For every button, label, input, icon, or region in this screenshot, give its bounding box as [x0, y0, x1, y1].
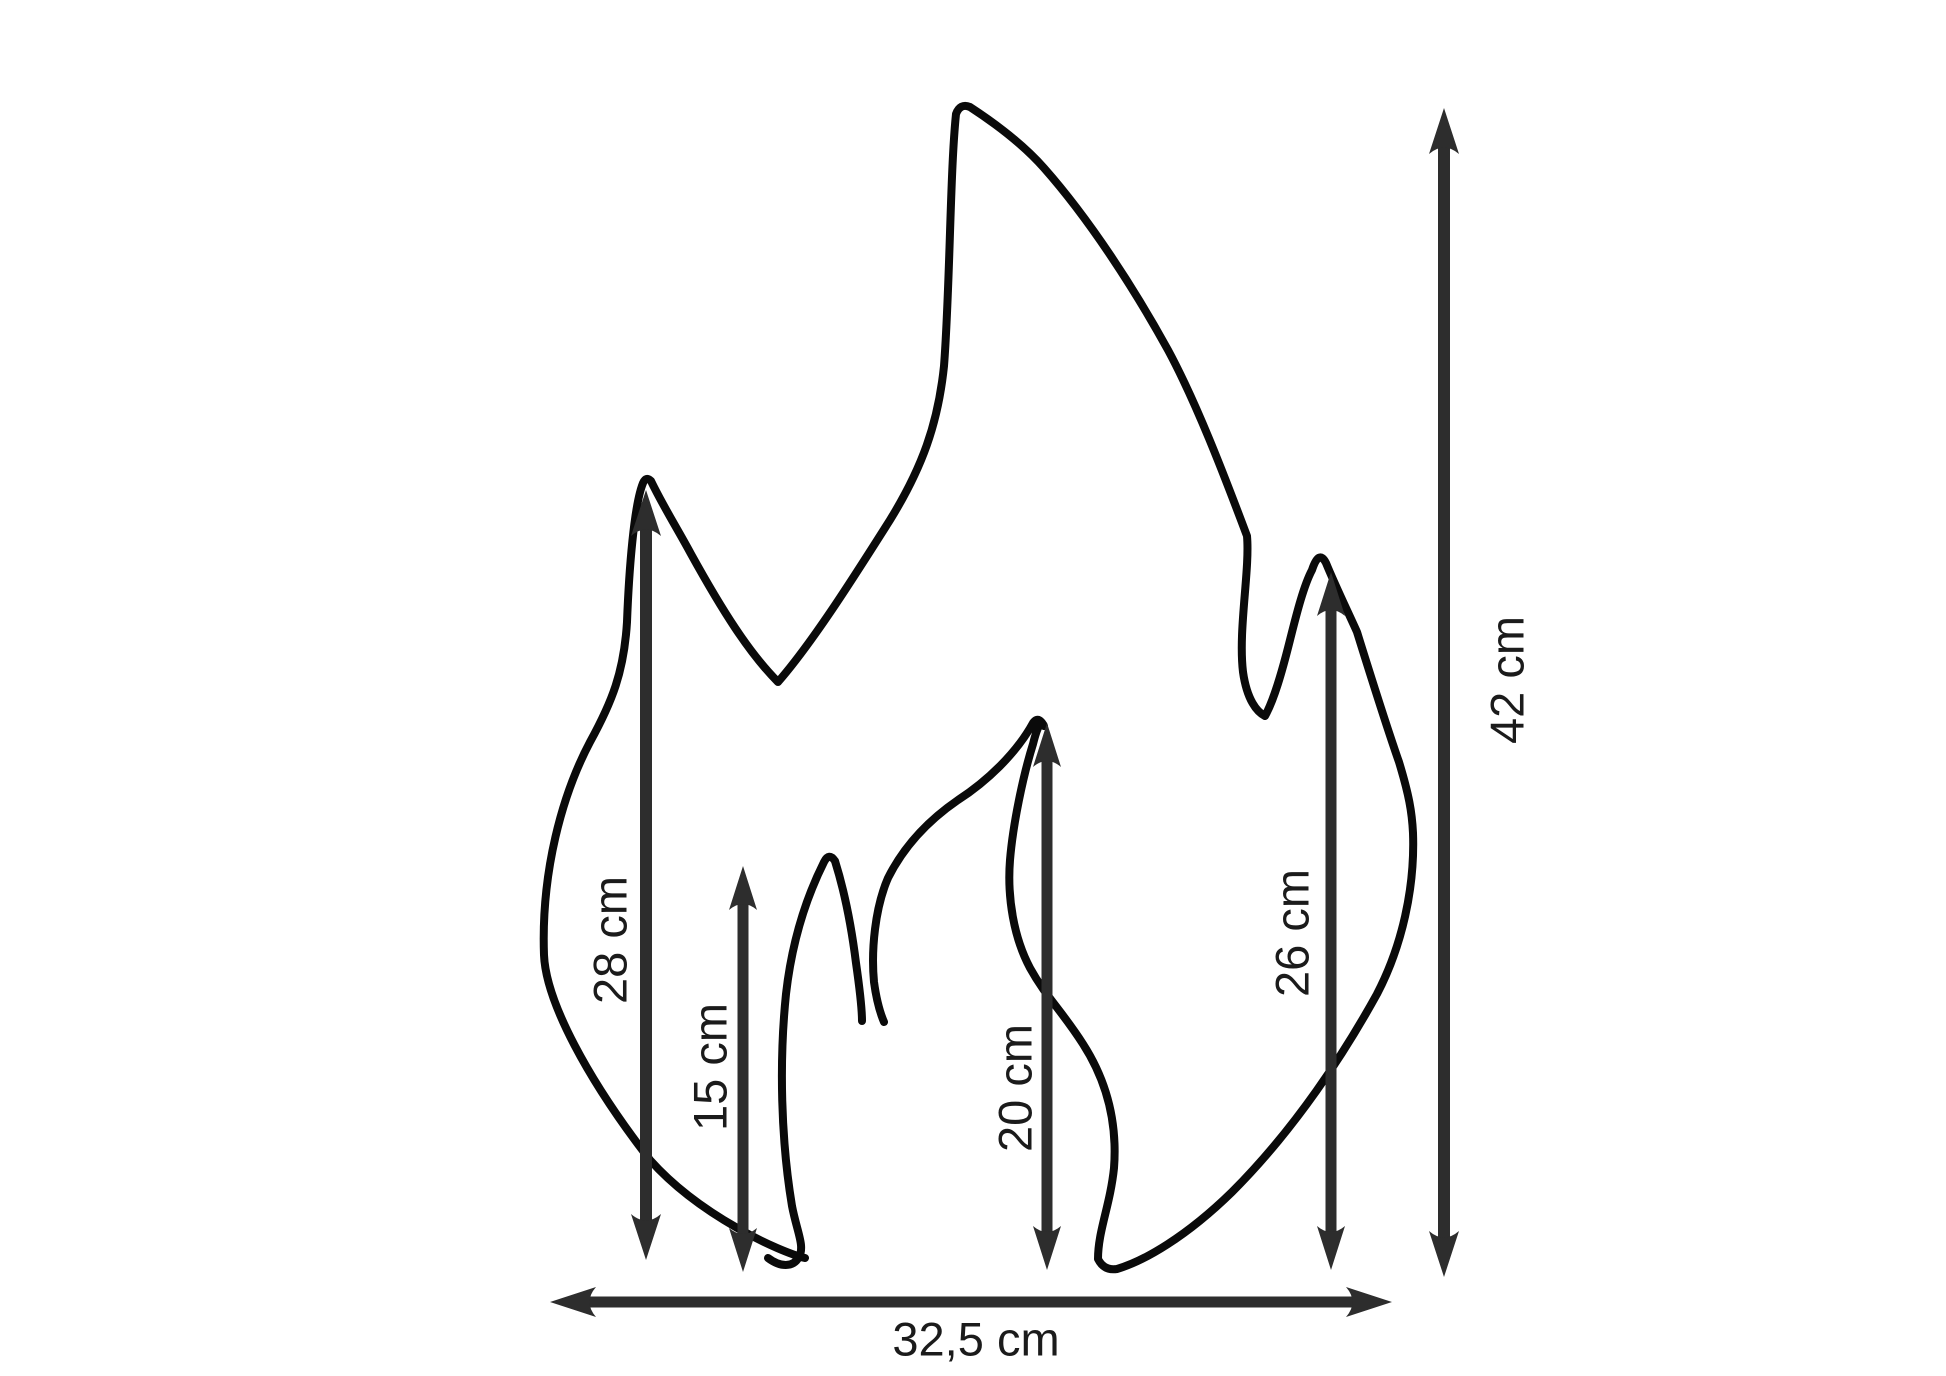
dim-label-28cm: 28 cm — [583, 876, 637, 1004]
flame-outer-outline — [539, 101, 1418, 1274]
dim-arrow-15cm — [729, 866, 757, 1272]
dim-label-26cm: 26 cm — [1265, 869, 1319, 997]
dim-arrow-42cm — [1429, 108, 1459, 1277]
dim-label-15cm: 15 cm — [683, 1003, 737, 1131]
dim-label-42cm: 42 cm — [1480, 616, 1534, 744]
flame-inner-outline — [764, 852, 866, 1269]
dim-arrow-28cm — [631, 490, 661, 1260]
dim-arrow-26cm — [1317, 572, 1345, 1270]
dim-arrow-20cm — [1033, 723, 1061, 1270]
dim-arrow-width-32-5cm — [550, 1287, 1392, 1317]
dim-label-20cm: 20 cm — [988, 1024, 1042, 1152]
dim-label-width-32-5cm: 32,5 cm — [892, 1312, 1060, 1366]
